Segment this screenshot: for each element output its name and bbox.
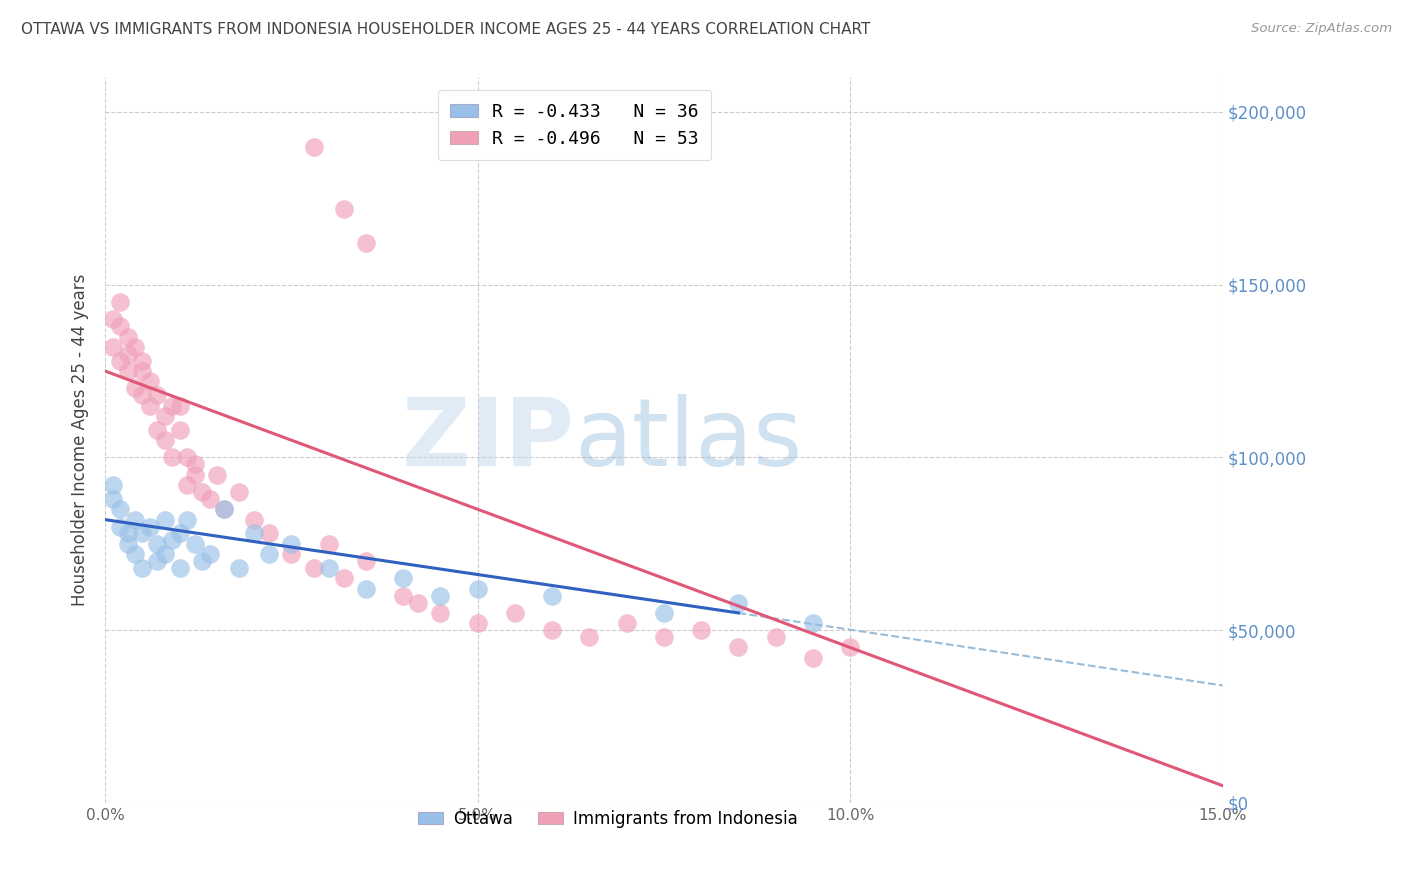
Point (318, 537, 340, 551)
Point (139, 519, 162, 533)
Point (541, 624, 564, 638)
Legend: Ottawa, Immigrants from Indonesia: Ottawa, Immigrants from Indonesia (412, 803, 804, 835)
Point (169, 423, 191, 437)
Point (108, 502, 131, 516)
Point (257, 526, 280, 541)
Point (332, 202, 354, 216)
Point (503, 606, 526, 620)
Point (198, 547, 221, 561)
Point (117, 526, 139, 541)
Point (228, 561, 250, 575)
Point (146, 554, 169, 568)
Point (117, 329, 139, 343)
Point (801, 616, 824, 631)
Point (302, 139, 325, 153)
Text: Source: ZipAtlas.com: Source: ZipAtlas.com (1251, 22, 1392, 36)
Text: ZIP: ZIP (402, 394, 575, 486)
Point (153, 513, 176, 527)
Point (153, 409, 176, 423)
Point (198, 491, 221, 506)
Point (169, 561, 191, 575)
Point (765, 630, 787, 644)
Point (108, 295, 131, 310)
Point (101, 478, 124, 492)
Point (124, 340, 146, 354)
Point (139, 375, 162, 389)
Point (467, 616, 489, 631)
Point (354, 582, 377, 596)
Point (332, 571, 354, 585)
Point (214, 502, 236, 516)
Point (578, 630, 600, 644)
Point (162, 399, 184, 413)
Point (108, 519, 131, 533)
Point (176, 478, 198, 492)
Point (117, 347, 139, 361)
Point (183, 458, 205, 472)
Point (146, 423, 169, 437)
Point (243, 526, 266, 541)
Point (101, 340, 124, 354)
Point (228, 485, 250, 500)
Point (131, 353, 153, 368)
Point (354, 554, 377, 568)
Point (429, 606, 451, 620)
Point (839, 640, 862, 655)
Point (183, 467, 205, 482)
Point (162, 450, 184, 465)
Point (183, 537, 205, 551)
Point (243, 513, 266, 527)
Point (616, 616, 638, 631)
Point (153, 433, 176, 447)
Point (169, 399, 191, 413)
Point (176, 513, 198, 527)
Point (280, 547, 302, 561)
Point (392, 571, 415, 585)
Point (176, 450, 198, 465)
Point (117, 364, 139, 378)
Point (429, 589, 451, 603)
Y-axis label: Householder Income Ages 25 - 44 years: Householder Income Ages 25 - 44 years (72, 274, 89, 607)
Point (124, 547, 146, 561)
Point (117, 537, 139, 551)
Point (191, 485, 214, 500)
Point (139, 399, 162, 413)
Text: OTTAWA VS IMMIGRANTS FROM INDONESIA HOUSEHOLDER INCOME AGES 25 - 44 YEARS CORREL: OTTAWA VS IMMIGRANTS FROM INDONESIA HOUS… (21, 22, 870, 37)
Point (162, 533, 184, 548)
Point (101, 312, 124, 326)
Point (205, 467, 228, 482)
Point (131, 561, 153, 575)
Point (280, 537, 302, 551)
Point (108, 353, 131, 368)
Point (727, 640, 749, 655)
Point (727, 596, 749, 610)
Point (541, 589, 564, 603)
Point (354, 236, 377, 251)
Point (124, 381, 146, 395)
Point (392, 589, 415, 603)
Point (690, 624, 713, 638)
Point (131, 526, 153, 541)
Point (318, 561, 340, 575)
Point (467, 582, 489, 596)
Point (406, 596, 429, 610)
Point (801, 651, 824, 665)
Point (257, 547, 280, 561)
Point (652, 630, 675, 644)
Point (302, 561, 325, 575)
Point (124, 513, 146, 527)
Point (146, 388, 169, 402)
Point (169, 526, 191, 541)
Point (191, 554, 214, 568)
Point (146, 537, 169, 551)
Point (101, 491, 124, 506)
Point (153, 547, 176, 561)
Point (131, 388, 153, 402)
Point (131, 364, 153, 378)
Point (214, 502, 236, 516)
Point (652, 606, 675, 620)
Text: atlas: atlas (575, 394, 803, 486)
Point (108, 319, 131, 334)
